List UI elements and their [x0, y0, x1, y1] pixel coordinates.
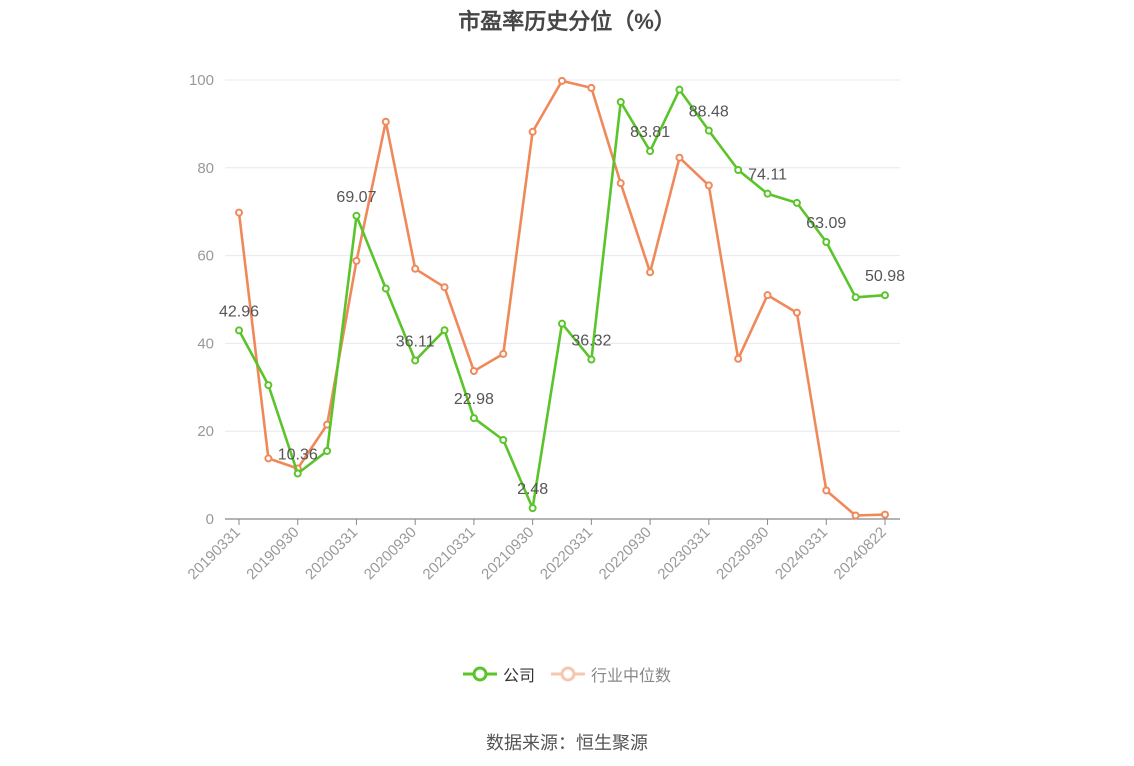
data-point [587, 355, 596, 364]
x-tick-label: 20210930 [478, 524, 537, 583]
y-tick-label: 80 [197, 160, 214, 177]
series-lines [235, 76, 889, 520]
data-point [235, 326, 243, 335]
data-point [881, 291, 889, 300]
data-point [381, 284, 390, 293]
data-point [558, 76, 566, 85]
data-point [704, 126, 713, 135]
data-label: 10.36 [278, 447, 318, 464]
x-tick-label: 20200331 [302, 524, 361, 583]
x-tick-label: 20230331 [654, 524, 713, 583]
data-point [587, 83, 596, 92]
legend-label-company: 公司 [502, 668, 535, 685]
data-point [704, 181, 713, 190]
legend-item-company[interactable]: 公司 [462, 662, 535, 686]
x-tick-label: 20240331 [772, 524, 831, 583]
data-point [822, 486, 831, 495]
data-point [792, 308, 801, 317]
data-label: 88.48 [689, 104, 729, 121]
grid-lines [225, 79, 900, 432]
y-tick-label: 60 [197, 248, 214, 265]
legend-line-circle-icon [551, 666, 585, 682]
data-point [528, 127, 537, 136]
y-tick-label: 100 [189, 72, 214, 89]
data-point [734, 165, 743, 174]
data-point [763, 189, 772, 198]
data-label: 74.11 [748, 167, 787, 184]
data-point [616, 179, 625, 188]
data-point [469, 367, 478, 376]
data-point [235, 208, 243, 217]
x-tick-label: 20210331 [420, 524, 479, 583]
data-point [352, 211, 361, 220]
data-point [499, 435, 508, 444]
x-tick-label: 20200930 [361, 524, 420, 583]
data-point [646, 147, 655, 156]
data-point [381, 117, 390, 126]
data-point [411, 356, 420, 365]
y-tick-label: 40 [197, 335, 214, 352]
chart-title: 市盈率历史分位（%） [458, 9, 676, 34]
data-point [881, 510, 889, 519]
x-tick-label: 20190930 [243, 524, 302, 583]
data-point [851, 293, 860, 302]
data-label: 36.11 [396, 333, 435, 350]
data-point [352, 256, 361, 265]
data-labels: 42.96 10.36 69.07 36.11 22.98 2.48 36.32 83.81 8… [219, 104, 905, 499]
data-label: 36.32 [571, 333, 611, 350]
data-point [293, 469, 302, 478]
data-point [675, 85, 684, 94]
legend-line-circle-icon [462, 666, 497, 682]
data-point [411, 264, 420, 273]
data-point [499, 349, 508, 358]
data-point [763, 291, 772, 300]
y-tick-label: 20 [197, 423, 214, 440]
data-point [264, 381, 273, 390]
data-point [616, 97, 625, 106]
data-label: 42.96 [219, 303, 259, 320]
x-tick-label: 20240822 [831, 524, 890, 583]
data-point [675, 153, 684, 162]
series-line-1 [237, 79, 886, 517]
data-point [528, 504, 537, 513]
data-point [646, 268, 655, 277]
data-point [469, 414, 478, 423]
data-label: 69.07 [336, 189, 376, 206]
axes: 0 20 40 60 80 100 20190331 20190930 20200331 2020… [185, 72, 900, 583]
source-note: 数据来源：恒生聚源 [486, 733, 648, 753]
series-line-0 [237, 88, 886, 510]
data-point [440, 283, 449, 292]
legend-item-industry[interactable]: 行业中位数 [551, 662, 671, 686]
legend-label-industry: 行业中位数 [591, 668, 672, 685]
data-point [558, 319, 566, 328]
data-label: 83.81 [630, 124, 670, 141]
data-point [734, 354, 743, 363]
y-tick-label: 0 [206, 511, 214, 528]
data-point [851, 511, 860, 520]
data-label: 2.48 [517, 481, 548, 498]
x-tick-label: 20190331 [185, 524, 244, 583]
data-label: 22.98 [454, 391, 494, 408]
data-point [792, 198, 801, 207]
data-label: 50.98 [865, 268, 905, 285]
x-tick-label: 20220331 [537, 524, 596, 583]
data-point [822, 238, 831, 247]
legend: 公司 行业中位数 [0, 662, 1134, 686]
x-tick-label: 20220930 [596, 524, 655, 583]
data-label: 63.09 [806, 215, 846, 232]
data-point [440, 326, 449, 335]
data-point [264, 454, 273, 463]
data-point [323, 446, 332, 455]
x-tick-label: 20230930 [713, 524, 772, 583]
